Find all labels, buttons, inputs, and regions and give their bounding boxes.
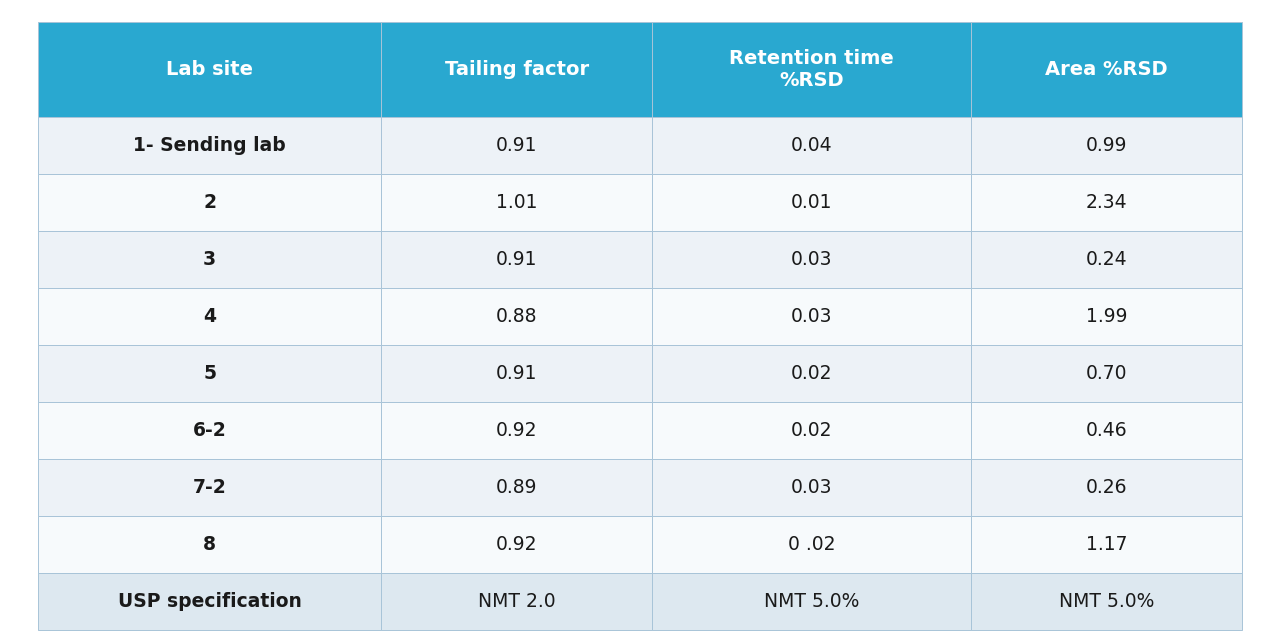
- Bar: [381, 174, 652, 231]
- Bar: [652, 22, 972, 117]
- Text: 0.03: 0.03: [791, 250, 832, 269]
- Bar: [972, 117, 1242, 174]
- Text: 0.92: 0.92: [495, 421, 538, 440]
- Bar: [972, 288, 1242, 345]
- Bar: [381, 345, 652, 402]
- Bar: [972, 516, 1242, 573]
- Bar: [381, 573, 652, 630]
- Bar: [652, 117, 972, 174]
- Text: 6-2: 6-2: [193, 421, 227, 440]
- Text: 2.34: 2.34: [1085, 193, 1128, 212]
- Text: 0.46: 0.46: [1085, 421, 1128, 440]
- Text: 0.91: 0.91: [495, 136, 538, 155]
- Text: Tailing factor: Tailing factor: [444, 60, 589, 79]
- Text: 0.89: 0.89: [495, 478, 538, 497]
- Text: 0.88: 0.88: [495, 307, 538, 326]
- Bar: [38, 573, 381, 630]
- Text: NMT 5.0%: NMT 5.0%: [764, 592, 859, 611]
- Text: NMT 2.0: NMT 2.0: [477, 592, 556, 611]
- Bar: [652, 174, 972, 231]
- Bar: [652, 516, 972, 573]
- Bar: [652, 231, 972, 288]
- Text: 1- Sending lab: 1- Sending lab: [133, 136, 285, 155]
- Text: 1.01: 1.01: [495, 193, 538, 212]
- Text: Lab site: Lab site: [166, 60, 253, 79]
- Bar: [38, 402, 381, 459]
- Bar: [38, 231, 381, 288]
- Text: 0 .02: 0 .02: [787, 535, 836, 554]
- Bar: [38, 174, 381, 231]
- Bar: [381, 231, 652, 288]
- Text: 0.91: 0.91: [495, 364, 538, 383]
- Bar: [972, 402, 1242, 459]
- Text: 0.26: 0.26: [1085, 478, 1128, 497]
- Bar: [652, 288, 972, 345]
- Text: 0.03: 0.03: [791, 478, 832, 497]
- Text: 8: 8: [204, 535, 216, 554]
- Text: 0.02: 0.02: [791, 364, 832, 383]
- Text: 1.17: 1.17: [1085, 535, 1128, 554]
- Bar: [972, 231, 1242, 288]
- Text: 0.92: 0.92: [495, 535, 538, 554]
- Bar: [38, 22, 381, 117]
- Text: 1.99: 1.99: [1085, 307, 1128, 326]
- Bar: [381, 117, 652, 174]
- Text: Retention time
%RSD: Retention time %RSD: [730, 49, 893, 90]
- Text: 0.99: 0.99: [1085, 136, 1128, 155]
- Text: 0.04: 0.04: [791, 136, 832, 155]
- Text: 0.01: 0.01: [791, 193, 832, 212]
- Text: 3: 3: [204, 250, 216, 269]
- Bar: [972, 22, 1242, 117]
- Bar: [381, 459, 652, 516]
- Bar: [381, 22, 652, 117]
- Text: USP specification: USP specification: [118, 592, 302, 611]
- Text: 4: 4: [204, 307, 216, 326]
- Text: 0.91: 0.91: [495, 250, 538, 269]
- Text: Area %RSD: Area %RSD: [1046, 60, 1167, 79]
- Bar: [38, 117, 381, 174]
- Bar: [972, 573, 1242, 630]
- Text: 0.02: 0.02: [791, 421, 832, 440]
- Bar: [38, 345, 381, 402]
- Bar: [38, 288, 381, 345]
- Bar: [381, 516, 652, 573]
- Text: 0.03: 0.03: [791, 307, 832, 326]
- Bar: [652, 345, 972, 402]
- Bar: [381, 288, 652, 345]
- Bar: [38, 459, 381, 516]
- Bar: [38, 516, 381, 573]
- Text: 7-2: 7-2: [193, 478, 227, 497]
- Text: NMT 5.0%: NMT 5.0%: [1059, 592, 1155, 611]
- Bar: [652, 459, 972, 516]
- Bar: [652, 573, 972, 630]
- Text: 2: 2: [204, 193, 216, 212]
- Text: 5: 5: [204, 364, 216, 383]
- Text: 0.70: 0.70: [1085, 364, 1128, 383]
- Bar: [381, 402, 652, 459]
- Bar: [652, 402, 972, 459]
- Bar: [972, 459, 1242, 516]
- Bar: [972, 174, 1242, 231]
- Text: 0.24: 0.24: [1085, 250, 1128, 269]
- Bar: [972, 345, 1242, 402]
